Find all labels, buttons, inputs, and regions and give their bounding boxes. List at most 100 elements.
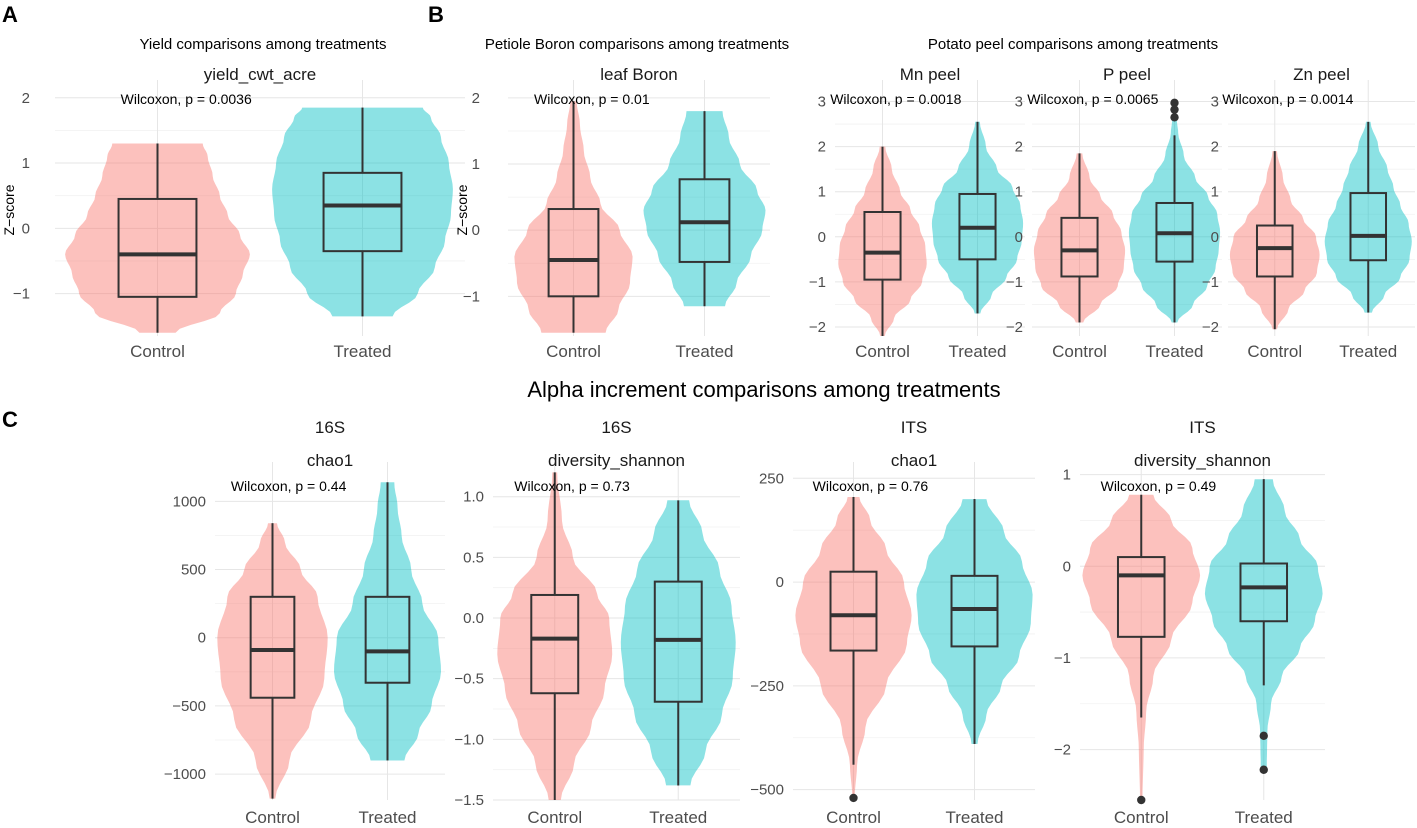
outlier-point	[1170, 98, 1179, 108]
y-axis-label: Z−score	[454, 184, 470, 235]
x-category-treated: Treated	[1146, 342, 1204, 361]
facet-title: yield_cwt_acre	[204, 65, 316, 84]
facet-title: Zn peel	[1293, 65, 1350, 84]
y-tick-label: −0.5	[454, 671, 484, 688]
y-tick-label: −2	[1202, 319, 1219, 336]
box-control	[249, 595, 296, 699]
facet-title: Mn peel	[900, 65, 960, 84]
violin-treated	[334, 482, 441, 761]
wilcoxon-annotation: Wilcoxon, p = 0.0065	[1027, 91, 1158, 107]
group-title-alpha: Alpha increment comparisons among treatm…	[527, 377, 1000, 402]
y-tick-label: 0.5	[463, 549, 484, 566]
y-tick-label: 2	[472, 90, 480, 107]
y-tick-label: −1	[1054, 650, 1071, 667]
y-tick-label: 2	[1015, 139, 1023, 156]
y-tick-label: 1	[818, 184, 826, 201]
x-category-treated: Treated	[949, 342, 1007, 361]
x-category-treated: Treated	[1235, 808, 1293, 827]
x-category-treated: Treated	[676, 342, 734, 361]
x-category-treated: Treated	[359, 808, 417, 827]
outlier-point	[1259, 731, 1268, 741]
violin-treated	[916, 499, 1033, 744]
x-category-control: Control	[826, 808, 881, 827]
violin-treated	[1128, 119, 1221, 323]
y-tick-label: −2	[809, 319, 826, 336]
y-tick-label: 0	[1015, 229, 1023, 246]
y-tick-label: −1000	[164, 766, 206, 783]
y-tick-label: 0	[198, 630, 206, 647]
facet-title: chao1	[891, 451, 937, 470]
box-treated	[1239, 562, 1289, 623]
violin-treated	[1324, 121, 1412, 313]
box-control	[829, 570, 878, 652]
violin-treated	[643, 111, 766, 307]
group-title-yield: Yield comparisons among treatments	[139, 36, 386, 53]
wilcoxon-annotation: Wilcoxon, p = 0.0036	[121, 91, 252, 107]
box-control	[117, 197, 198, 298]
wilcoxon-annotation: Wilcoxon, p = 0.0018	[830, 91, 961, 107]
outlier-point	[1170, 105, 1179, 114]
y-tick-label: −1.5	[454, 792, 484, 809]
wilcoxon-annotation: Wilcoxon, p = 0.01	[534, 91, 650, 107]
facet-p_peel: −2 −1 0 1 2 3 Control Treated P peel Wilcoxon, p …	[1006, 65, 1222, 361]
box-control	[863, 211, 902, 281]
x-category-control: Control	[1247, 342, 1302, 361]
facet-subtitle: 16S	[315, 418, 345, 437]
plots: −1 0 1 2 Control Treated yield_cwt_acre Wilcoxo…	[1, 65, 1415, 827]
facet-title: P peel	[1103, 65, 1151, 84]
y-tick-label: 250	[759, 470, 784, 487]
violin-control	[497, 472, 613, 800]
y-tick-label: 1	[1211, 184, 1219, 201]
y-tick-label: 0	[472, 222, 480, 239]
y-tick-label: −500	[172, 698, 206, 715]
outlier-point	[1259, 765, 1268, 774]
x-category-treated: Treated	[1339, 342, 1397, 361]
panel-letter-b: B	[428, 2, 444, 27]
facet-subtitle: ITS	[1189, 418, 1215, 437]
facet-yield: −1 0 1 2 Control Treated yield_cwt_acre Wilcoxo…	[1, 65, 465, 361]
y-tick-label: 0.0	[463, 610, 484, 627]
violin-control	[514, 101, 633, 333]
violin-control	[1229, 151, 1320, 330]
x-category-control: Control	[546, 342, 601, 361]
panel-letter-a: A	[2, 2, 18, 27]
facet-mn_peel: −2 −1 0 1 2 3 Control Treated Mn peel Wilcoxon, p…	[809, 65, 1025, 361]
y-tick-label: −1	[809, 274, 826, 291]
violin-control	[217, 523, 328, 799]
facet-title: diversity_shannon	[1134, 451, 1271, 470]
facet-title: leaf Boron	[600, 65, 678, 84]
y-tick-label: 1.0	[463, 489, 484, 506]
violin-treated	[931, 121, 1024, 314]
x-category-control: Control	[245, 808, 300, 827]
box-treated	[322, 171, 403, 253]
x-category-control: Control	[1052, 342, 1107, 361]
y-tick-label: −1	[1202, 274, 1219, 291]
facet-16s_chao1: −1000 −500 0 500 1000 Control Treated 16S chao1 W…	[164, 418, 445, 827]
wilcoxon-annotation: Wilcoxon, p = 0.73	[514, 478, 630, 494]
facet-subtitle: 16S	[601, 418, 631, 437]
outlier-point	[1170, 113, 1179, 122]
x-category-control: Control	[855, 342, 910, 361]
box-control	[1060, 216, 1099, 278]
y-tick-label: −1	[1006, 274, 1023, 291]
y-tick-label: 2	[818, 139, 826, 156]
y-tick-label: 1	[22, 155, 30, 172]
group-title-peel: Potato peel comparisons among treatments	[928, 36, 1218, 53]
y-tick-label: 3	[1015, 94, 1023, 111]
x-category-treated: Treated	[946, 808, 1004, 827]
y-tick-label: −250	[750, 678, 784, 695]
x-category-treated: Treated	[334, 342, 392, 361]
y-tick-label: −2	[1006, 319, 1023, 336]
box-control	[1255, 224, 1294, 278]
violin-treated	[620, 500, 736, 786]
y-tick-label: −1.0	[454, 731, 484, 748]
y-tick-label: 500	[181, 562, 206, 579]
y-tick-label: 0	[1063, 558, 1071, 575]
violin-control	[795, 497, 912, 798]
y-tick-label: 2	[1211, 139, 1219, 156]
outlier-point	[849, 793, 858, 803]
box-treated	[950, 574, 999, 648]
facet-16s_shannon: −1.5 −1.0 −0.5 0.0 0.5 1.0 Control Treated 16S di…	[454, 418, 740, 827]
box-control	[530, 593, 580, 695]
